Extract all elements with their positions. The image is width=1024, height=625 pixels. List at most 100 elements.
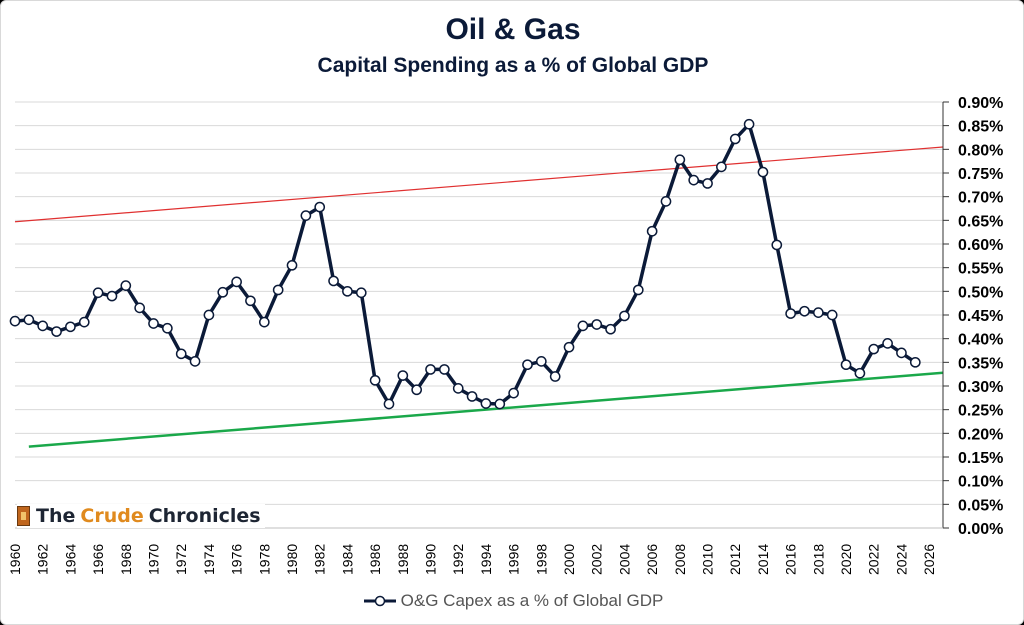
trendlines xyxy=(14,146,944,448)
legend: O&G Capex as a % of Global GDP xyxy=(1,591,1023,611)
data-point xyxy=(549,371,561,382)
data-point xyxy=(314,201,326,213)
brand-word-crude: Crude xyxy=(80,505,144,527)
chart-title: Oil & Gas xyxy=(445,13,581,46)
data-point xyxy=(383,398,395,410)
x-tick-label: 1980 xyxy=(284,544,300,575)
data-point xyxy=(480,398,492,409)
data-point xyxy=(743,118,755,130)
x-tick-label: 2024 xyxy=(893,544,909,575)
x-tick-label: 2006 xyxy=(644,544,660,575)
data-point xyxy=(840,359,852,371)
y-tick-label: 0.00% xyxy=(958,521,1003,538)
data-point xyxy=(92,287,104,299)
x-tick-label: 1964 xyxy=(62,544,78,575)
data-point xyxy=(369,374,381,386)
data-point xyxy=(425,364,436,375)
data-point xyxy=(65,321,76,333)
x-tick-label: 1972 xyxy=(173,544,189,575)
x-tick-label: 1984 xyxy=(339,544,355,575)
data-point xyxy=(286,259,298,271)
data-point xyxy=(162,322,173,334)
x-tick-label: 1986 xyxy=(367,544,383,575)
x-tick-label: 1968 xyxy=(118,544,134,575)
x-tick-label: 2002 xyxy=(589,544,605,575)
y-tick-label: 0.85% xyxy=(958,119,1003,136)
x-tick-label: 2026 xyxy=(921,544,937,575)
data-point xyxy=(854,367,866,379)
y-tick-label: 0.50% xyxy=(958,284,1003,301)
data-point xyxy=(632,284,644,296)
brand-watermark: The Crude Chronicles xyxy=(17,504,265,528)
x-tick-label: 1970 xyxy=(146,544,162,575)
x-tick-label: 2000 xyxy=(561,544,577,575)
data-point xyxy=(646,225,658,237)
data-point xyxy=(896,347,907,359)
data-point xyxy=(494,398,506,410)
x-tick-label: 1990 xyxy=(423,544,439,575)
y-tick-label: 0.65% xyxy=(958,213,1003,230)
legend-line-marker-icon xyxy=(363,595,396,607)
y-tick-label: 0.35% xyxy=(958,355,1003,372)
data-point xyxy=(508,387,519,399)
data-point xyxy=(785,308,796,319)
x-tick-label: 2014 xyxy=(755,544,771,575)
data-point xyxy=(120,280,132,292)
y-tick-label: 0.15% xyxy=(958,450,1003,467)
data-point xyxy=(51,326,62,337)
gridlines xyxy=(15,101,943,505)
data-point xyxy=(397,370,409,381)
x-tick-label: 2008 xyxy=(672,544,688,575)
y-tick-label: 0.75% xyxy=(958,166,1003,183)
x-tick-label: 1992 xyxy=(450,544,466,575)
data-point xyxy=(535,356,547,367)
y-tick-label: 0.45% xyxy=(958,308,1003,325)
x-tick-label: 1976 xyxy=(229,544,245,575)
data-point xyxy=(175,348,187,360)
data-point xyxy=(37,320,49,332)
data-point xyxy=(217,286,229,298)
x-tick-label: 1988 xyxy=(395,544,411,575)
data-point xyxy=(452,383,464,394)
data-point xyxy=(78,316,90,328)
data-point xyxy=(660,196,672,207)
x-tick-label: 1994 xyxy=(478,544,494,575)
data-point xyxy=(771,239,783,251)
data-point xyxy=(411,384,423,396)
x-tick-label: 2020 xyxy=(838,544,854,575)
data-point xyxy=(203,309,215,321)
data-point xyxy=(702,178,713,189)
data-point xyxy=(577,320,589,332)
data-point xyxy=(909,356,921,368)
data-point xyxy=(300,210,312,221)
data-point xyxy=(716,161,727,173)
data-point xyxy=(23,314,35,326)
x-tick-label: 2022 xyxy=(866,544,882,575)
x-tick-label: 2018 xyxy=(810,544,826,575)
y-tick-label: 0.25% xyxy=(958,403,1003,420)
y-tick-label: 0.55% xyxy=(958,261,1003,278)
data-point xyxy=(605,323,616,335)
data-point xyxy=(688,174,700,186)
x-tick-label: 1998 xyxy=(533,544,549,575)
data-point xyxy=(729,133,741,145)
series-layer xyxy=(9,118,921,410)
data-point xyxy=(826,309,838,321)
y-tick-labels: 0.00% 0.05% 0.10% 0.15% 0.20% 0.25% 0.30% 0.35%… xyxy=(958,95,1003,538)
brand-word-the: The xyxy=(36,505,76,527)
axes xyxy=(15,101,949,529)
x-tick-label: 2016 xyxy=(783,544,799,575)
data-point xyxy=(757,166,769,178)
brand-word-chronicles: Chronicles xyxy=(148,505,261,527)
y-tick-label: 0.30% xyxy=(958,379,1003,396)
data-point xyxy=(258,316,270,328)
data-point xyxy=(466,391,478,402)
data-point xyxy=(868,343,880,355)
x-tick-label: 1960 xyxy=(7,544,23,575)
x-tick-label: 2012 xyxy=(727,544,743,575)
y-tick-label: 0.20% xyxy=(958,426,1003,443)
x-tick-label: 1962 xyxy=(35,544,51,575)
x-tick-label: 1978 xyxy=(256,544,272,575)
